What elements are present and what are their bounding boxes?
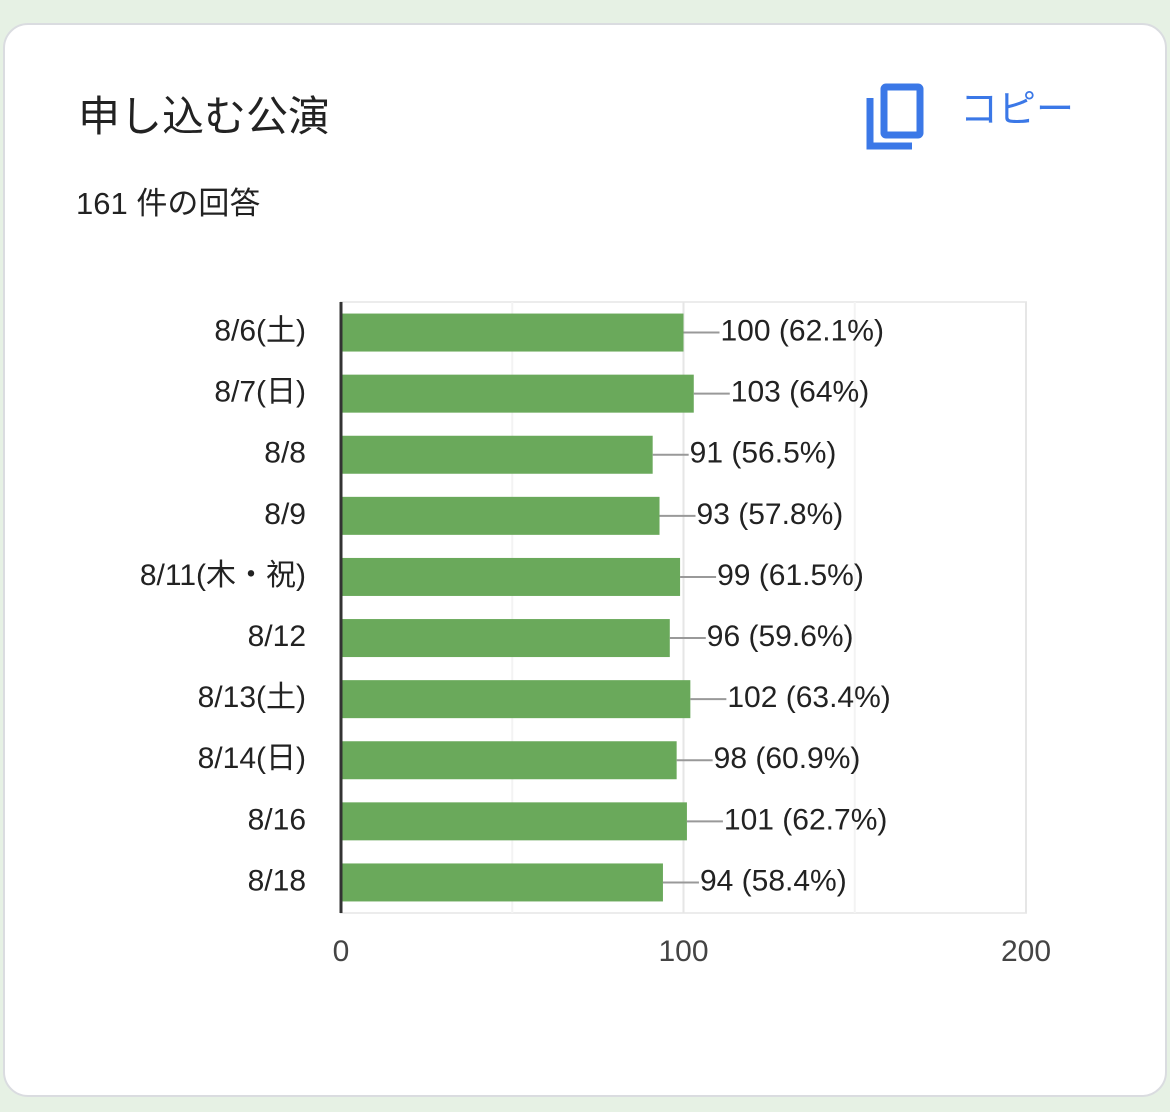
y-tick-label: 8/7(日) (214, 376, 306, 409)
y-tick-label: 8/14(日) (198, 742, 306, 775)
data-label: 99 (61.5%) (717, 559, 864, 592)
bar (341, 435, 653, 474)
copy-button[interactable]: コピー (866, 83, 1074, 150)
data-label: 91 (56.5%) (690, 437, 837, 470)
data-label: 103 (64%) (731, 376, 869, 409)
bar (341, 741, 677, 780)
data-label: 101 (62.7%) (724, 803, 887, 836)
y-tick-label: 8/6(土) (214, 314, 306, 347)
bar (341, 496, 660, 535)
response-count: 161 件の回答 (76, 186, 260, 221)
bar (341, 680, 691, 719)
data-label: 98 (60.9%) (714, 742, 861, 775)
chart-title: 申し込む公演 (78, 93, 330, 140)
x-tick-label: 100 (658, 935, 708, 968)
y-tick-label: 8/9 (264, 498, 306, 531)
x-tick-label: 200 (1001, 935, 1051, 968)
bar (341, 863, 663, 902)
y-tick-label: 8/18 (248, 864, 306, 897)
y-tick-label: 8/12 (248, 620, 306, 653)
bar (341, 802, 687, 841)
bar (341, 374, 694, 413)
data-label: 93 (57.8%) (697, 498, 844, 531)
data-label: 100 (62.1%) (721, 314, 884, 347)
data-label: 102 (63.4%) (727, 681, 890, 714)
data-label: 94 (58.4%) (700, 864, 847, 897)
y-tick-label: 8/11(木・祝) (140, 559, 306, 592)
x-tick-label: 0 (333, 935, 350, 968)
y-tick-label: 8/16 (248, 803, 306, 836)
copy-icon (866, 83, 924, 150)
bar (341, 619, 670, 658)
y-tick-label: 8/13(土) (198, 681, 306, 714)
copy-label: コピー (960, 89, 1074, 131)
bar (341, 557, 681, 596)
data-label: 96 (59.6%) (707, 620, 854, 653)
y-tick-label: 8/8 (264, 437, 306, 470)
bar (341, 313, 684, 352)
